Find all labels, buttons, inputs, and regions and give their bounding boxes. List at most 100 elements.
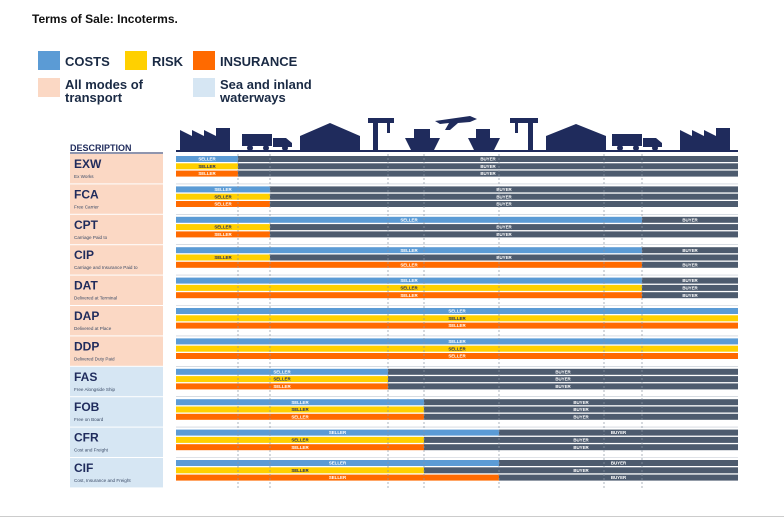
legend-costs-label: COSTS [65, 54, 110, 69]
costs-buyer-bar [642, 247, 738, 254]
costs-seller-bar [176, 156, 238, 162]
truck-icon [242, 134, 292, 151]
factory-icon [180, 128, 230, 150]
legend-all-modes-line2: transport [65, 90, 123, 105]
term-cell-bg [70, 427, 163, 457]
insurance-seller-bar [176, 474, 499, 481]
term-row-dat: DAT Delivered at Terminal SELLER BUYER SELLE… [70, 274, 738, 305]
insurance-seller-bar [176, 444, 424, 451]
term-code: CPT [74, 218, 99, 232]
risk-seller-bar [176, 406, 424, 413]
risk-buyer-bar [238, 163, 738, 170]
term-cell-bg [70, 245, 163, 275]
term-row-cfr: CFR Cost and Freight SELLER BUYER SELLER BUYE… [70, 426, 738, 457]
legend-all-modes-swatch [38, 78, 60, 97]
risk-seller-bar [176, 163, 238, 170]
insurance-buyer-bar [642, 292, 738, 299]
risk-buyer-label: BUYER [573, 468, 589, 473]
risk-buyer-label: BUYER [496, 255, 512, 260]
risk-seller-bar [176, 345, 738, 352]
risk-seller-label: SELLER [291, 407, 309, 412]
risk-buyer-label: BUYER [573, 407, 589, 412]
incoterm-rows: EXW Ex Works SELLER BUYER SELLER BUYER SELLER B… [70, 154, 738, 489]
risk-buyer-bar [270, 224, 738, 231]
term-name: Delivered at Terminal [74, 296, 117, 301]
costs-seller-label: SELLER [273, 369, 291, 374]
term-code: CIF [74, 461, 93, 475]
legend-risk-swatch [125, 51, 147, 70]
risk-buyer-bar [424, 467, 738, 474]
risk-seller-label: SELLER [448, 316, 466, 321]
footer-divider [0, 516, 784, 517]
risk-seller-label: SELLER [214, 194, 232, 199]
costs-buyer-bar [270, 186, 738, 193]
page-title: Terms of Sale: Incoterms. [32, 12, 178, 26]
term-row-fas: FAS Free Alongside Ship SELLER BUYER SELLER B… [70, 365, 738, 397]
costs-seller-bar [176, 247, 642, 254]
legend-all-modes: All modes of transport [38, 78, 143, 104]
legend-sea-label: Sea and inland waterways [220, 78, 312, 104]
insurance-buyer-label: BUYER [682, 293, 698, 298]
port-crane-icon [510, 118, 538, 150]
costs-buyer-label: BUYER [480, 157, 496, 162]
term-code: FAS [74, 370, 97, 384]
term-name: Free Alongside Ship [74, 387, 116, 392]
risk-seller-label: SELLER [291, 438, 309, 443]
costs-buyer-label: BUYER [682, 217, 698, 222]
insurance-seller-label: SELLER [400, 262, 418, 267]
insurance-buyer-bar [238, 170, 738, 177]
legend-insurance-swatch [193, 51, 215, 70]
truck-icon [612, 134, 662, 151]
factory-icon [680, 128, 730, 150]
term-cell-bg [70, 336, 163, 366]
costs-seller-bar [176, 308, 738, 314]
insurance-buyer-bar [642, 261, 738, 268]
legend-sea-line2: waterways [220, 90, 286, 105]
insurance-seller-label: SELLER [273, 384, 291, 389]
term-cell-bg [70, 397, 163, 427]
term-name: Delivered Duty Paid [74, 356, 115, 361]
term-code: DAP [74, 309, 99, 323]
costs-seller-bar [176, 338, 738, 345]
insurance-seller-label: SELLER [214, 202, 232, 207]
term-cell-bg [70, 458, 163, 488]
term-code: CIP [74, 248, 94, 262]
term-name: Cost and Freight [74, 448, 109, 453]
term-cell-bg [70, 214, 163, 245]
costs-seller-label: SELLER [291, 400, 309, 405]
costs-buyer-label: BUYER [496, 187, 512, 192]
costs-buyer-label: BUYER [682, 248, 698, 253]
warehouse-icon [300, 123, 360, 150]
risk-buyer-label: BUYER [496, 225, 512, 230]
insurance-seller-bar [176, 201, 270, 207]
costs-seller-label: SELLER [400, 248, 418, 253]
risk-buyer-bar [642, 284, 738, 291]
legend-all-modes-label: All modes of transport [65, 78, 143, 104]
risk-buyer-label: BUYER [480, 164, 496, 169]
legend-costs-swatch [38, 51, 60, 70]
insurance-seller-bar [176, 231, 270, 238]
term-cell-bg [70, 366, 163, 397]
insurance-seller-label: SELLER [291, 414, 309, 419]
warehouse-icon [546, 124, 606, 150]
term-code: CFR [74, 431, 99, 445]
insurance-buyer-bar [270, 201, 738, 207]
risk-buyer-label: BUYER [573, 438, 589, 443]
costs-buyer-label: BUYER [682, 278, 698, 283]
insurance-seller-bar [176, 322, 738, 329]
term-name: Ex Works [74, 174, 94, 179]
insurance-seller-label: SELLER [448, 323, 466, 328]
term-name: Free Carrier [74, 204, 99, 209]
costs-buyer-label: BUYER [611, 430, 627, 435]
term-row-fob: FOB Free on Board SELLER BUYER SELLER BUYER SE… [70, 396, 738, 427]
costs-buyer-bar [642, 277, 738, 284]
term-name: Delivered at Place [74, 326, 112, 331]
insurance-buyer-label: BUYER [682, 262, 698, 267]
risk-seller-bar [176, 315, 738, 322]
costs-buyer-bar [642, 216, 738, 223]
term-row-cpt: CPT Carriage Paid to SELLER BUYER SELLER BUYE… [70, 214, 738, 245]
term-name: Carriage Paid to [74, 235, 108, 240]
costs-buyer-bar [424, 399, 738, 406]
ship-icon [405, 129, 440, 150]
